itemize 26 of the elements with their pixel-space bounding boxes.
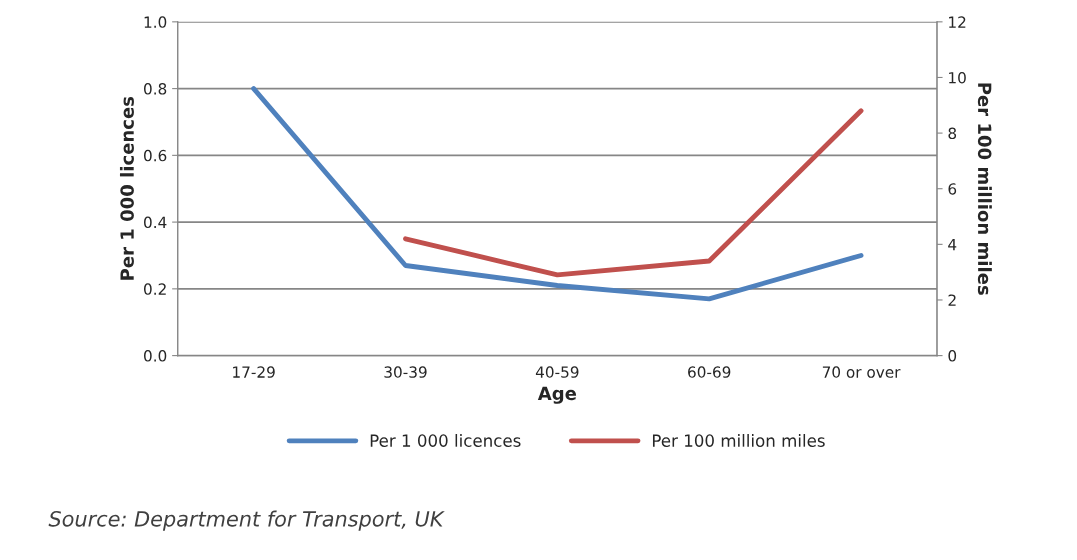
x-tick-label: 40-59 <box>535 366 579 378</box>
x-tick-label: 60-69 <box>688 366 731 378</box>
y2-axis-title: Per 100 million miles <box>977 83 992 295</box>
x-tick-label: 30-39 <box>384 366 427 378</box>
source-note: Source: Department for Transport, UK <box>48 510 445 531</box>
y-tick-label: 0.6 <box>144 149 167 162</box>
y-tick-label: 0.4 <box>144 216 167 229</box>
x-axis-title: Age <box>537 386 577 404</box>
line-series <box>251 86 864 302</box>
y2-tick-label: 4 <box>948 239 957 251</box>
x-tick-label: 70 or over <box>822 366 901 378</box>
legend-label: Per 100 million miles <box>652 434 825 447</box>
legend-label: Per 1 000 licences <box>370 434 521 447</box>
y2-tick-label: 12 <box>949 16 966 28</box>
y2-tick-label: 10 <box>949 71 966 84</box>
y2-tick-label: 6 <box>948 183 957 195</box>
y-tick-label: 0.0 <box>144 350 167 362</box>
y-axis-title: Per 1 000 licences <box>119 96 134 280</box>
y2-tick-label: 0 <box>948 350 957 362</box>
y-tick-label: 1.0 <box>144 16 167 28</box>
y-tick-label: 0.8 <box>144 83 167 95</box>
x-tick-label: 17-29 <box>233 366 275 378</box>
y2-tick-label: 8 <box>948 127 957 140</box>
y-tick-label: 0.2 <box>144 283 166 295</box>
y2-tick-label: 2 <box>948 294 956 306</box>
line-series <box>403 108 864 278</box>
